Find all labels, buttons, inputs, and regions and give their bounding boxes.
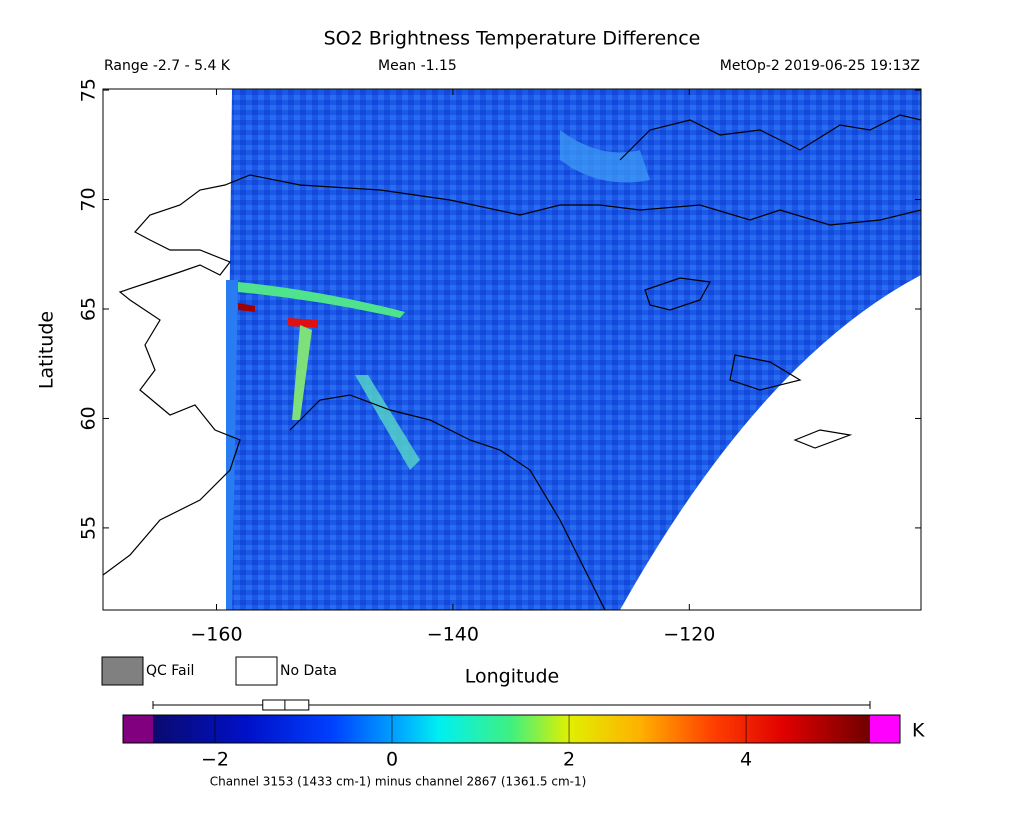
x-tick-label: −160 <box>190 624 242 646</box>
footnote: Channel 3153 (1433 cm-1) minus channel 2… <box>210 775 587 789</box>
lake-shore <box>729 354 802 391</box>
plume-core <box>288 318 318 328</box>
source-label: MetOp-2 2019-06-25 19:13Z <box>720 58 920 74</box>
under-range-swatch <box>123 715 153 743</box>
plume <box>292 325 312 420</box>
coastline <box>619 114 921 161</box>
y-tick-label: 60 <box>78 406 100 430</box>
swath-feature <box>560 130 650 183</box>
x-axis-label: Longitude <box>465 666 560 688</box>
coastline <box>289 394 606 610</box>
box <box>262 699 310 711</box>
y-tick-label: 55 <box>78 516 100 540</box>
lake-shore <box>644 277 711 311</box>
range-label: Range -2.7 - 5.4 K <box>104 58 231 74</box>
x-tick-label: −120 <box>663 624 715 646</box>
colorbar-tick-label: −2 <box>201 749 229 771</box>
y-tick-label: 70 <box>78 187 100 211</box>
legend-label: No Data <box>280 663 337 679</box>
y-tick-label: 65 <box>78 297 100 321</box>
coastline <box>793 429 853 449</box>
coastline <box>103 174 921 576</box>
mean-label: Mean -1.15 <box>378 58 457 74</box>
y-tick-label: 75 <box>78 78 100 102</box>
plume <box>355 375 420 470</box>
x-tick-label: −140 <box>427 624 479 646</box>
colorbar-unit: K <box>912 720 925 742</box>
colorbar-frame <box>122 714 901 744</box>
colorbar <box>153 715 870 743</box>
plot-frame <box>102 88 922 611</box>
swath-edge <box>226 280 238 610</box>
colorbar-tick-label: 2 <box>563 749 575 771</box>
over-range-swatch <box>870 715 900 743</box>
no-data-swatch <box>235 656 278 686</box>
plume-core <box>238 303 255 312</box>
colorbar-tick-label: 0 <box>386 749 398 771</box>
y-axis-label: Latitude <box>36 311 58 389</box>
map-layer <box>103 89 921 610</box>
qc-fail-swatch <box>101 656 144 686</box>
legend-label: QC Fail <box>146 663 194 679</box>
title: SO2 Brightness Temperature Difference <box>324 28 701 50</box>
colorbar-tick-label: 4 <box>740 749 752 771</box>
plume <box>238 282 405 318</box>
